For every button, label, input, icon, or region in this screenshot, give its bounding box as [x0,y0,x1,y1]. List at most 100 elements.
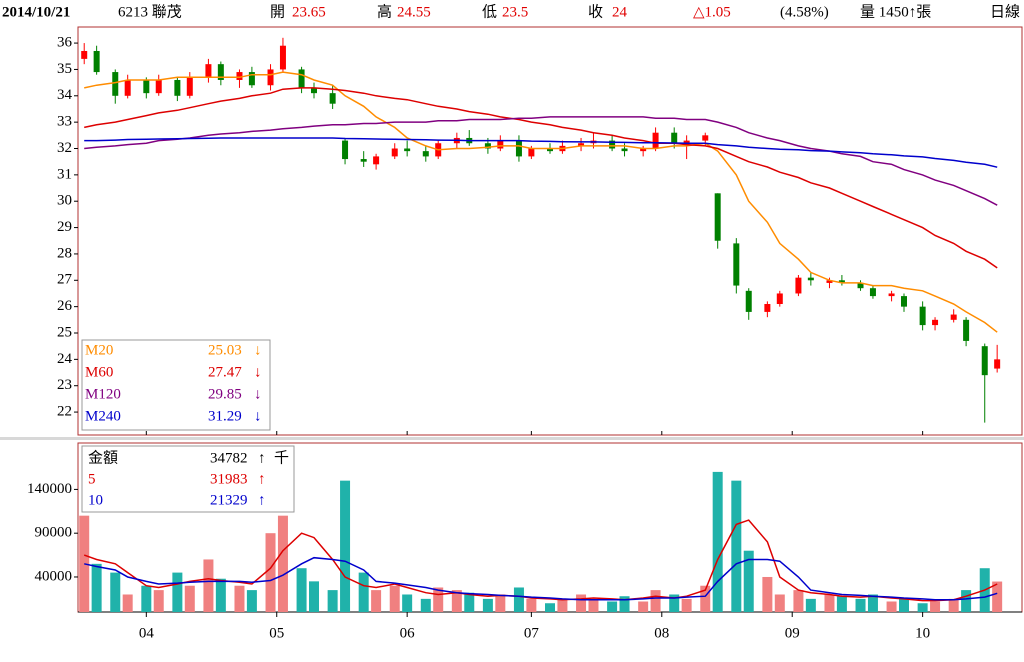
candle-body [236,72,243,80]
candle-body [826,280,833,283]
volume-bar [91,563,102,612]
volume-bar [917,603,928,612]
candle-body [869,288,876,297]
volume-bar [234,585,245,612]
low-label: 低 [482,3,497,20]
ma-line [84,137,998,168]
volume-bar [203,559,214,612]
candle-body [714,193,721,241]
close-label: 收 [588,3,603,20]
candle-body [497,140,504,149]
candle-body [81,50,88,59]
candle-body [640,148,647,152]
price-legend-box [81,339,271,431]
candle-body [217,64,224,80]
legend-name: M120 [85,386,121,402]
y-tick-label: 31 [57,166,72,182]
y-tick-label: 140000 [27,481,72,497]
candle-body [373,156,380,165]
y-tick-label: 25 [57,324,72,340]
ma-line [84,116,998,206]
volume-bar [141,585,152,612]
candle-body [311,87,317,94]
volume-bar [482,598,493,612]
volume-bar [464,592,475,612]
y-tick-label: 34 [57,87,73,103]
candle-body [745,290,752,312]
x-tick-label: 06 [400,625,416,641]
high-label: 高 [377,3,392,20]
legend-trend: ↑ [258,450,266,466]
volume-bar [358,572,369,612]
period: 日線 [990,3,1020,20]
date: 2014/10/21 [2,4,70,20]
candle-body [621,148,628,152]
candle-body [652,132,659,149]
volume-bar [576,594,587,612]
legend-value: 29.85 [208,386,242,402]
volume-bar [327,590,338,612]
candle-body [248,72,255,86]
legend-value: 27.47 [208,364,242,380]
candle-body [795,277,802,294]
volume-bar [681,598,692,612]
candle-body [528,148,535,157]
volume-ma-line [84,556,998,601]
volume-bar [451,590,462,612]
low: 23.5 [502,4,528,20]
volume-bar [948,598,959,612]
x-tick-label: 07 [524,625,540,641]
y-tick-label: 30 [57,193,72,209]
legend-value: 21329 [210,492,248,508]
price-panel [77,26,1023,436]
volume-bar [389,585,400,612]
candle-body [515,140,522,157]
x-tick-label: 08 [654,625,669,641]
candle-body [963,319,970,341]
legend-name: M20 [85,342,113,358]
y-tick-label: 90000 [35,525,73,541]
candle-body [174,79,181,96]
legend-value: 31983 [210,471,248,487]
volume-bar [607,601,618,612]
legend-value: 34782 [210,450,248,466]
volume-bar [899,598,909,612]
candle-body [807,277,814,281]
volume-bar [513,587,524,612]
volume-bar [588,598,599,612]
candle-body [124,79,131,96]
volume-bar [731,480,742,612]
candle-body [547,148,553,152]
separator [0,437,1024,440]
y-tick-label: 24 [57,351,73,367]
volume: 量 1450↑張 [860,4,931,20]
candle-body [93,50,100,73]
volume-bar [110,572,121,612]
candle-body [888,293,895,297]
volume-bar [557,598,568,612]
candle-body [838,280,845,283]
candle-body [683,140,690,144]
y-tick-label: 29 [57,219,72,235]
volume-bar [793,590,804,612]
candle-body [279,45,286,70]
x-tick-label: 09 [785,625,800,641]
candle-body [901,296,907,307]
change: △1.05 [693,4,731,20]
candle-body [919,306,926,326]
close: 24 [612,4,628,20]
volume-bar [619,596,630,612]
stock: 6213 聯茂 [118,3,182,20]
candle-body [733,243,740,286]
candle-body [360,159,367,162]
candle-body [267,69,274,86]
volume-bar [743,550,754,612]
legend-name: 5 [88,471,96,487]
volume-bar [992,581,1003,612]
volume-bar [867,594,878,612]
volume-bar [277,515,288,612]
volume-bar [650,590,661,612]
candle-body [764,304,771,312]
open-label: 開 [270,4,285,20]
